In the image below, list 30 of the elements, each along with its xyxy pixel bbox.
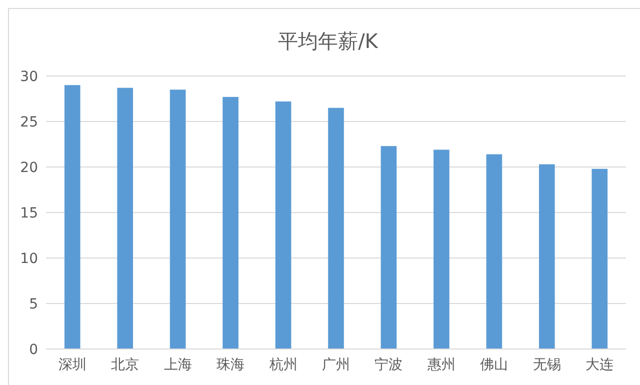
y-tick-label: 30 <box>20 68 38 85</box>
y-tick-label: 15 <box>20 205 38 222</box>
bar <box>434 150 450 349</box>
x-tick-label: 杭州 <box>268 357 298 373</box>
x-tick-label: 无锡 <box>532 357 561 373</box>
bar <box>539 164 555 349</box>
x-tick-label: 广州 <box>322 357 350 373</box>
y-tick-label: 10 <box>20 250 38 267</box>
bar <box>380 146 397 349</box>
x-tick-label: 深圳 <box>58 357 86 373</box>
x-tick-label: 北京 <box>111 357 140 373</box>
y-tick-label: 0 <box>29 342 38 358</box>
bar <box>328 108 344 349</box>
bar <box>170 90 186 349</box>
bar <box>64 85 80 349</box>
x-tick-label: 大连 <box>586 357 614 373</box>
y-tick-label: 5 <box>29 296 38 312</box>
y-tick-label: 25 <box>20 114 38 130</box>
bar <box>275 101 292 349</box>
bar <box>222 96 238 349</box>
y-tick-label: 20 <box>20 160 38 176</box>
bar <box>486 154 502 349</box>
bar <box>592 168 608 349</box>
bar <box>117 88 133 349</box>
x-tick-label: 珠海 <box>216 357 245 373</box>
x-tick-label: 宁波 <box>374 357 403 373</box>
chart-title: 平均年薪/K <box>278 29 379 53</box>
x-tick-label: 惠州 <box>426 357 456 373</box>
x-tick-label: 上海 <box>164 357 192 373</box>
x-tick-label: 佛山 <box>480 357 508 373</box>
